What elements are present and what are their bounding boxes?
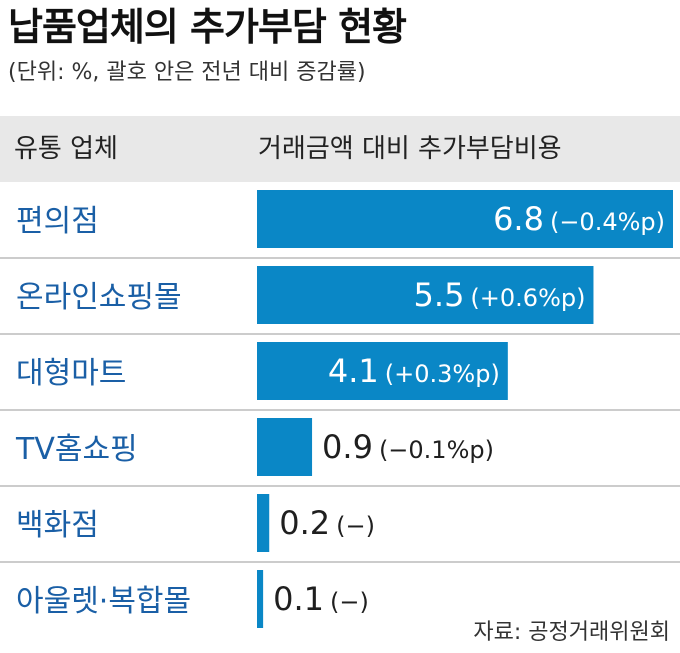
- chart-subtitle: (단위: %, 괄호 안은 전년 대비 증감률): [8, 60, 366, 85]
- value-label: 0.9 (−0.1%p): [322, 428, 494, 466]
- header-category-label: 유통 업체: [14, 134, 118, 164]
- bar: [257, 266, 594, 324]
- bar-value: 6.8: [493, 200, 544, 238]
- bar-change: (−): [330, 588, 369, 616]
- source-note: 자료: 공정거래위원회: [473, 620, 670, 645]
- bar-change: (+0.3%p): [385, 360, 500, 388]
- category-label: 아울렛·복합몰: [16, 584, 191, 619]
- header-value-label: 거래금액 대비 추가부담비용: [258, 134, 562, 164]
- category-label: 온라인쇼핑몰: [16, 280, 182, 315]
- category-label: 백화점: [16, 508, 99, 543]
- bar: [257, 570, 264, 628]
- bar-change: (−0.4%p): [550, 208, 665, 236]
- value-label: 0.1 (−): [273, 580, 369, 618]
- category-label: TV홈쇼핑: [15, 432, 138, 467]
- bar-value: 0.2: [279, 504, 330, 542]
- bar-value: 4.1: [328, 352, 379, 390]
- value-label: 0.2 (−): [279, 504, 375, 542]
- value-label: 4.1 (+0.3%p): [328, 352, 500, 390]
- table-header: 유통 업체 거래금액 대비 추가부담비용: [0, 116, 680, 182]
- value-label: 5.5 (+0.6%p): [414, 276, 586, 314]
- chart-title: 납품업체의 추가부담 현황: [8, 5, 407, 49]
- bar: [257, 342, 508, 400]
- category-label: 대형마트: [16, 356, 126, 391]
- bar-change: (−): [336, 512, 375, 540]
- category-label: 편의점: [16, 204, 99, 239]
- bar: [257, 190, 673, 248]
- bar-change: (−0.1%p): [379, 436, 494, 464]
- bar: [257, 418, 313, 476]
- value-label: 6.8 (−0.4%p): [493, 200, 665, 238]
- bar-value: 0.9: [322, 428, 373, 466]
- bar-value: 5.5: [414, 276, 465, 314]
- bar-change: (+0.6%p): [470, 284, 585, 312]
- bar: [257, 494, 270, 552]
- bar-value: 0.1: [273, 580, 324, 618]
